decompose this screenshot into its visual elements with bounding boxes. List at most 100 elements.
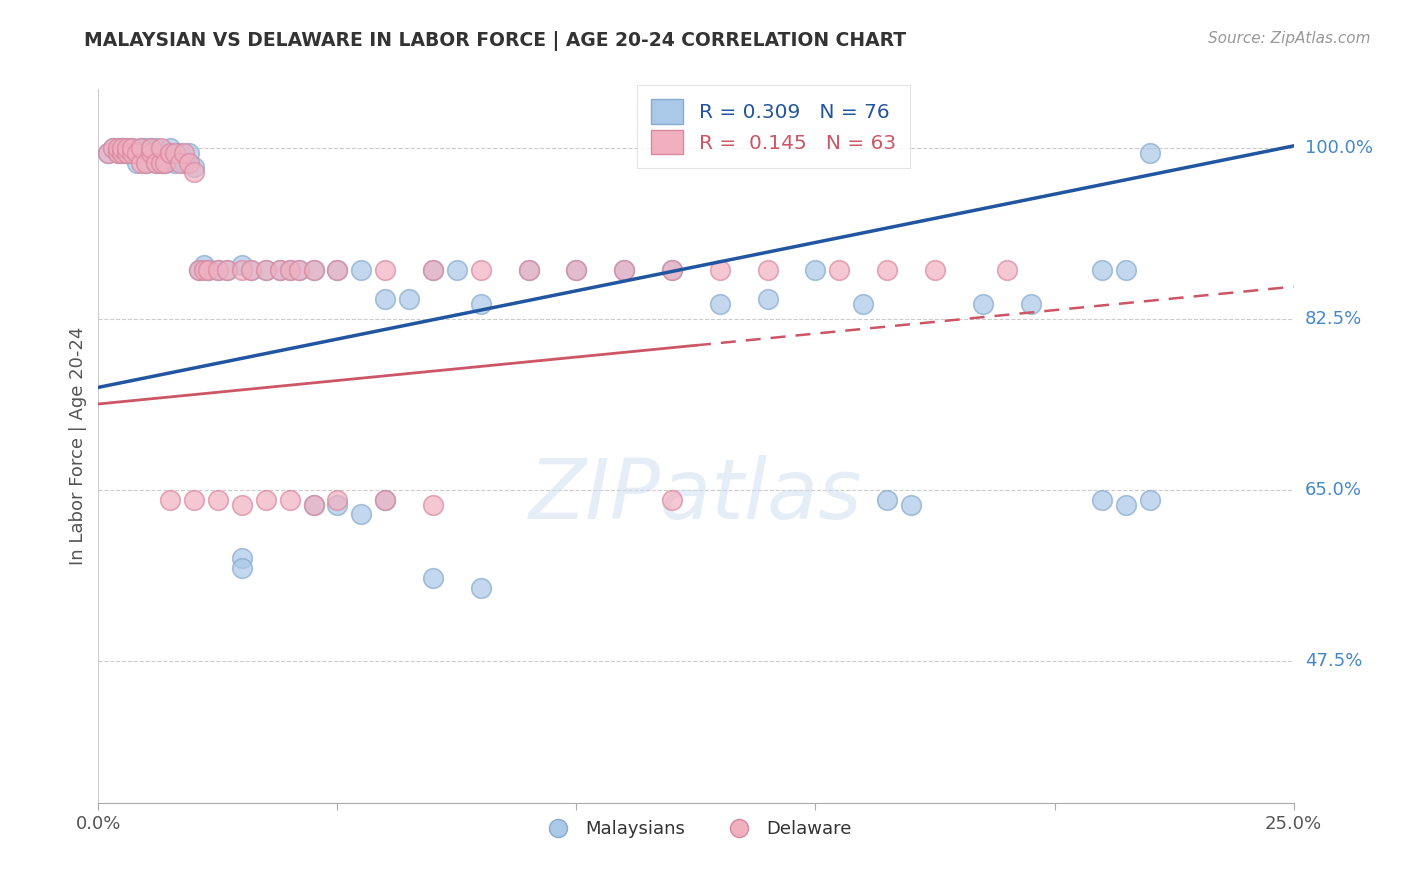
Point (661, 263, 683, 277)
Point (159, 492, 181, 507)
Point (101, 141, 124, 155)
Point (288, 263, 311, 277)
Point (149, 141, 172, 155)
Point (1019, 297, 1042, 311)
Point (149, 155, 172, 169)
Text: 65.0%: 65.0% (1305, 481, 1361, 499)
Point (111, 141, 134, 155)
Point (900, 498, 922, 512)
Point (125, 145, 148, 160)
Point (193, 258, 215, 272)
Point (422, 498, 444, 512)
Point (756, 263, 779, 277)
Point (139, 141, 162, 155)
Point (115, 141, 138, 155)
Point (804, 263, 827, 277)
Point (231, 258, 253, 272)
Point (121, 145, 143, 160)
Point (149, 155, 172, 169)
Point (145, 155, 167, 169)
Point (326, 263, 349, 277)
Point (565, 263, 588, 277)
Point (97, 145, 120, 160)
Point (302, 263, 325, 277)
Point (326, 498, 349, 512)
Point (1091, 263, 1114, 277)
Point (876, 492, 898, 507)
Point (231, 551, 253, 566)
Point (107, 145, 129, 160)
Point (756, 293, 779, 307)
Point (661, 263, 683, 277)
Point (163, 145, 186, 160)
Point (111, 141, 134, 155)
Point (278, 263, 301, 277)
Point (115, 141, 138, 155)
Point (187, 263, 209, 277)
Point (107, 141, 129, 155)
Point (828, 263, 851, 277)
Point (254, 263, 277, 277)
Point (207, 263, 229, 277)
Point (135, 155, 157, 169)
Point (197, 263, 219, 277)
Point (111, 141, 134, 155)
Point (173, 155, 195, 169)
Text: ZIPatlas: ZIPatlas (529, 456, 863, 536)
Text: 47.5%: 47.5% (1305, 652, 1362, 670)
Point (240, 263, 263, 277)
Point (169, 155, 191, 169)
Point (374, 492, 396, 507)
Point (187, 263, 209, 277)
Point (183, 165, 205, 179)
Point (470, 263, 492, 277)
Point (155, 155, 177, 169)
Point (107, 141, 129, 155)
Point (217, 263, 239, 277)
Point (517, 263, 540, 277)
Point (972, 297, 994, 311)
Point (231, 263, 253, 277)
Point (613, 263, 636, 277)
Point (111, 145, 134, 160)
Point (350, 508, 373, 522)
Point (193, 263, 215, 277)
Point (207, 492, 229, 507)
Point (131, 141, 153, 155)
Point (1115, 498, 1137, 512)
Text: 100.0%: 100.0% (1305, 139, 1372, 157)
Point (231, 498, 253, 512)
Point (278, 492, 301, 507)
Point (995, 263, 1018, 277)
Point (422, 263, 444, 277)
Point (121, 141, 143, 155)
Point (350, 263, 373, 277)
Point (135, 155, 157, 169)
Text: MALAYSIAN VS DELAWARE IN LABOR FORCE | AGE 20-24 CORRELATION CHART: MALAYSIAN VS DELAWARE IN LABOR FORCE | A… (84, 31, 907, 51)
Legend: Malaysians, Delaware: Malaysians, Delaware (533, 813, 859, 845)
Point (179, 155, 201, 169)
Point (121, 141, 143, 155)
Point (183, 161, 205, 175)
Point (131, 141, 153, 155)
Point (254, 263, 277, 277)
Point (159, 145, 181, 160)
Point (159, 145, 181, 160)
Point (269, 263, 291, 277)
Point (302, 498, 325, 512)
Point (374, 492, 396, 507)
Point (852, 297, 875, 311)
Point (470, 581, 492, 595)
Point (97, 145, 120, 160)
Point (1139, 492, 1161, 507)
Point (111, 145, 134, 160)
Point (169, 145, 191, 160)
Point (139, 145, 162, 160)
Point (326, 492, 349, 507)
Point (125, 155, 148, 169)
Point (173, 145, 195, 160)
Point (125, 145, 148, 160)
Point (446, 263, 468, 277)
Point (278, 263, 301, 277)
Text: 82.5%: 82.5% (1305, 310, 1362, 328)
